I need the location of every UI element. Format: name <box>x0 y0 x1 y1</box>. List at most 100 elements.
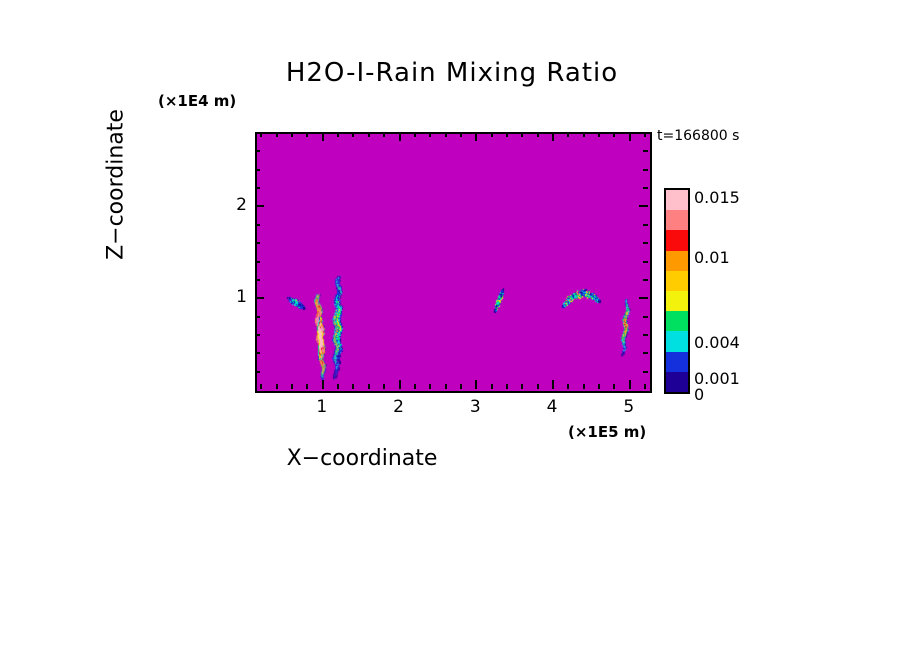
x-minor-tick-top <box>413 132 416 137</box>
x-minor-tick-top <box>644 132 647 137</box>
y-minor-tick <box>255 187 260 190</box>
x-minor-tick-top <box>567 132 570 137</box>
x-minor-tick <box>444 384 447 389</box>
x-minor-tick-top <box>490 132 493 137</box>
x-major-tick-top <box>628 132 631 141</box>
y-major-tick <box>255 297 264 300</box>
x-minor-tick-top <box>275 132 278 137</box>
x-major-tick-top <box>552 132 555 141</box>
y-minor-tick-right <box>643 352 648 355</box>
x-major-tick-top <box>398 132 401 141</box>
colorbar-band <box>666 250 688 271</box>
x-minor-tick <box>260 384 263 389</box>
plot-area <box>255 132 652 393</box>
colorbar-tick-label: 0.001 <box>694 369 740 388</box>
colorbar-band <box>666 351 688 372</box>
x-minor-tick <box>337 384 340 389</box>
x-minor-tick-top <box>598 132 601 137</box>
y-minor-tick <box>255 150 260 153</box>
y-major-tick-right <box>639 297 648 300</box>
y-minor-tick-right <box>643 315 648 318</box>
page-title: H2O-I-Rain Mixing Ratio <box>285 58 619 88</box>
colorbar-band <box>666 371 688 392</box>
y-minor-tick <box>255 242 260 245</box>
y-tick-label: 1 <box>236 287 247 308</box>
x-axis-unit-label: (×1E5 m) <box>568 423 647 441</box>
y-major-tick <box>255 205 264 208</box>
y-minor-tick <box>255 260 260 263</box>
x-minor-tick-top <box>429 132 432 137</box>
x-minor-tick-top <box>352 132 355 137</box>
y-minor-tick <box>255 315 260 318</box>
x-minor-tick <box>367 384 370 389</box>
y-minor-tick <box>255 168 260 171</box>
y-minor-tick-right <box>643 278 648 281</box>
x-minor-tick <box>505 384 508 389</box>
y-axis-unit-label: (×1E4 m) <box>158 92 237 110</box>
x-minor-tick <box>275 384 278 389</box>
y-minor-tick-right <box>643 187 648 190</box>
y-minor-tick-right <box>643 370 648 373</box>
x-minor-tick-top <box>291 132 294 137</box>
x-tick-label: 1 <box>316 397 328 417</box>
x-minor-tick <box>598 384 601 389</box>
x-minor-tick-top <box>367 132 370 137</box>
colorbar <box>664 188 690 394</box>
y-minor-tick-right <box>643 132 648 134</box>
x-minor-tick-top <box>306 132 309 137</box>
y-minor-tick <box>255 132 260 134</box>
x-minor-tick-top <box>505 132 508 137</box>
heatmap-canvas <box>257 134 650 391</box>
time-annotation: t=166800 s <box>657 128 740 144</box>
x-minor-tick <box>521 384 524 389</box>
x-minor-tick <box>413 384 416 389</box>
y-minor-tick-right <box>643 168 648 171</box>
x-minor-tick <box>490 384 493 389</box>
x-minor-tick-top <box>383 132 386 137</box>
y-major-tick-right <box>639 205 648 208</box>
colorbar-tick-label: 0 <box>694 385 705 404</box>
y-minor-tick-right <box>643 333 648 336</box>
x-minor-tick-top <box>536 132 539 137</box>
colorbar-band <box>666 270 688 291</box>
x-major-tick <box>475 380 478 389</box>
x-axis-title: X−coordinate <box>0 446 904 471</box>
y-minor-tick <box>255 370 260 373</box>
x-minor-tick <box>613 384 616 389</box>
x-minor-tick <box>291 384 294 389</box>
x-minor-tick <box>536 384 539 389</box>
x-minor-tick-top <box>582 132 585 137</box>
x-minor-tick <box>306 384 309 389</box>
y-axis-title: Z−coordinate <box>103 109 129 260</box>
x-minor-tick <box>429 384 432 389</box>
x-minor-tick-top <box>459 132 462 137</box>
x-tick-label: 3 <box>469 397 481 417</box>
y-minor-tick-right <box>643 150 648 153</box>
y-tick-label: 2 <box>236 195 247 216</box>
y-minor-tick-right <box>643 260 648 263</box>
colorbar-band <box>666 190 688 211</box>
x-major-tick <box>628 380 631 389</box>
x-minor-tick-top <box>260 132 263 137</box>
colorbar-tick-label: 0.01 <box>694 248 730 267</box>
colorbar-band <box>666 290 688 312</box>
x-minor-tick-top <box>521 132 524 137</box>
y-minor-tick <box>255 352 260 355</box>
x-minor-tick <box>567 384 570 389</box>
x-axis-title-text: X−coordinate <box>286 446 438 471</box>
colorbar-tick-label: 0.015 <box>694 188 740 207</box>
x-tick-label: 4 <box>546 397 558 417</box>
x-minor-tick <box>582 384 585 389</box>
x-minor-tick <box>352 384 355 389</box>
x-minor-tick-top <box>337 132 340 137</box>
x-minor-tick-top <box>444 132 447 137</box>
x-minor-tick <box>383 384 386 389</box>
x-major-tick <box>321 380 324 389</box>
x-minor-tick-top <box>613 132 616 137</box>
y-minor-tick <box>255 278 260 281</box>
y-minor-tick <box>255 223 260 226</box>
x-major-tick <box>552 380 555 389</box>
x-tick-label: 5 <box>623 397 635 417</box>
colorbar-band <box>666 331 688 352</box>
x-minor-tick <box>644 384 647 389</box>
